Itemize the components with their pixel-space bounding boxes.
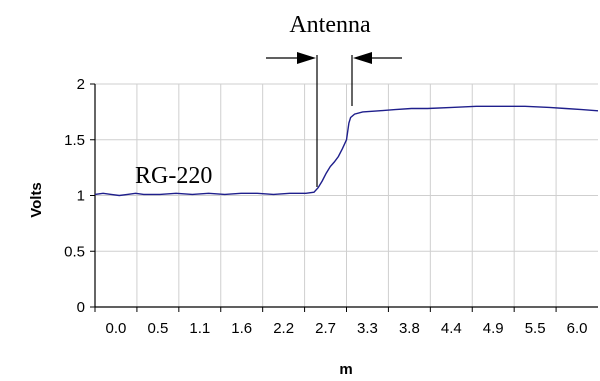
left-arrow-head <box>297 52 316 64</box>
y-tick-label: 1 <box>77 188 85 205</box>
x-tick-label: 4.4 <box>441 320 462 337</box>
x-tick-label: 2.7 <box>315 320 336 337</box>
x-ticks: 0.0 0.5 1.1 1.6 2.2 2.7 3.3 3.8 4.4 4.9 5.5 6.0 <box>94 307 588 337</box>
y-tick-label: 0 <box>77 299 85 316</box>
series-line <box>94 105 599 197</box>
x-tick-label: 5.5 <box>525 320 546 337</box>
x-tick-label: 1.1 <box>189 320 210 337</box>
y-tick-label: 0.5 <box>64 243 85 260</box>
y-ticks: 0 0.5 1 1.5 2 <box>64 76 95 316</box>
antenna-label: Antenna <box>289 12 371 38</box>
grid-lines <box>95 83 598 308</box>
y-tick-label: 2 <box>77 76 85 93</box>
right-arrow-head <box>353 52 372 64</box>
rg220-label: RG-220 <box>135 163 212 189</box>
y-axis-title: Volts <box>28 182 45 218</box>
x-tick-label: 1.6 <box>231 320 252 337</box>
x-tick-label: 0.5 <box>147 320 168 337</box>
x-tick-label: 3.3 <box>357 320 378 337</box>
y-tick-label: 1.5 <box>64 132 85 149</box>
x-tick-label: 6.0 <box>567 320 588 337</box>
axes <box>94 84 598 308</box>
x-axis-title: m <box>339 361 352 378</box>
x-tick-label: 2.2 <box>273 320 294 337</box>
x-tick-label: 0.0 <box>106 320 127 337</box>
x-tick-label: 3.8 <box>399 320 420 337</box>
x-tick-label: 4.9 <box>483 320 504 337</box>
